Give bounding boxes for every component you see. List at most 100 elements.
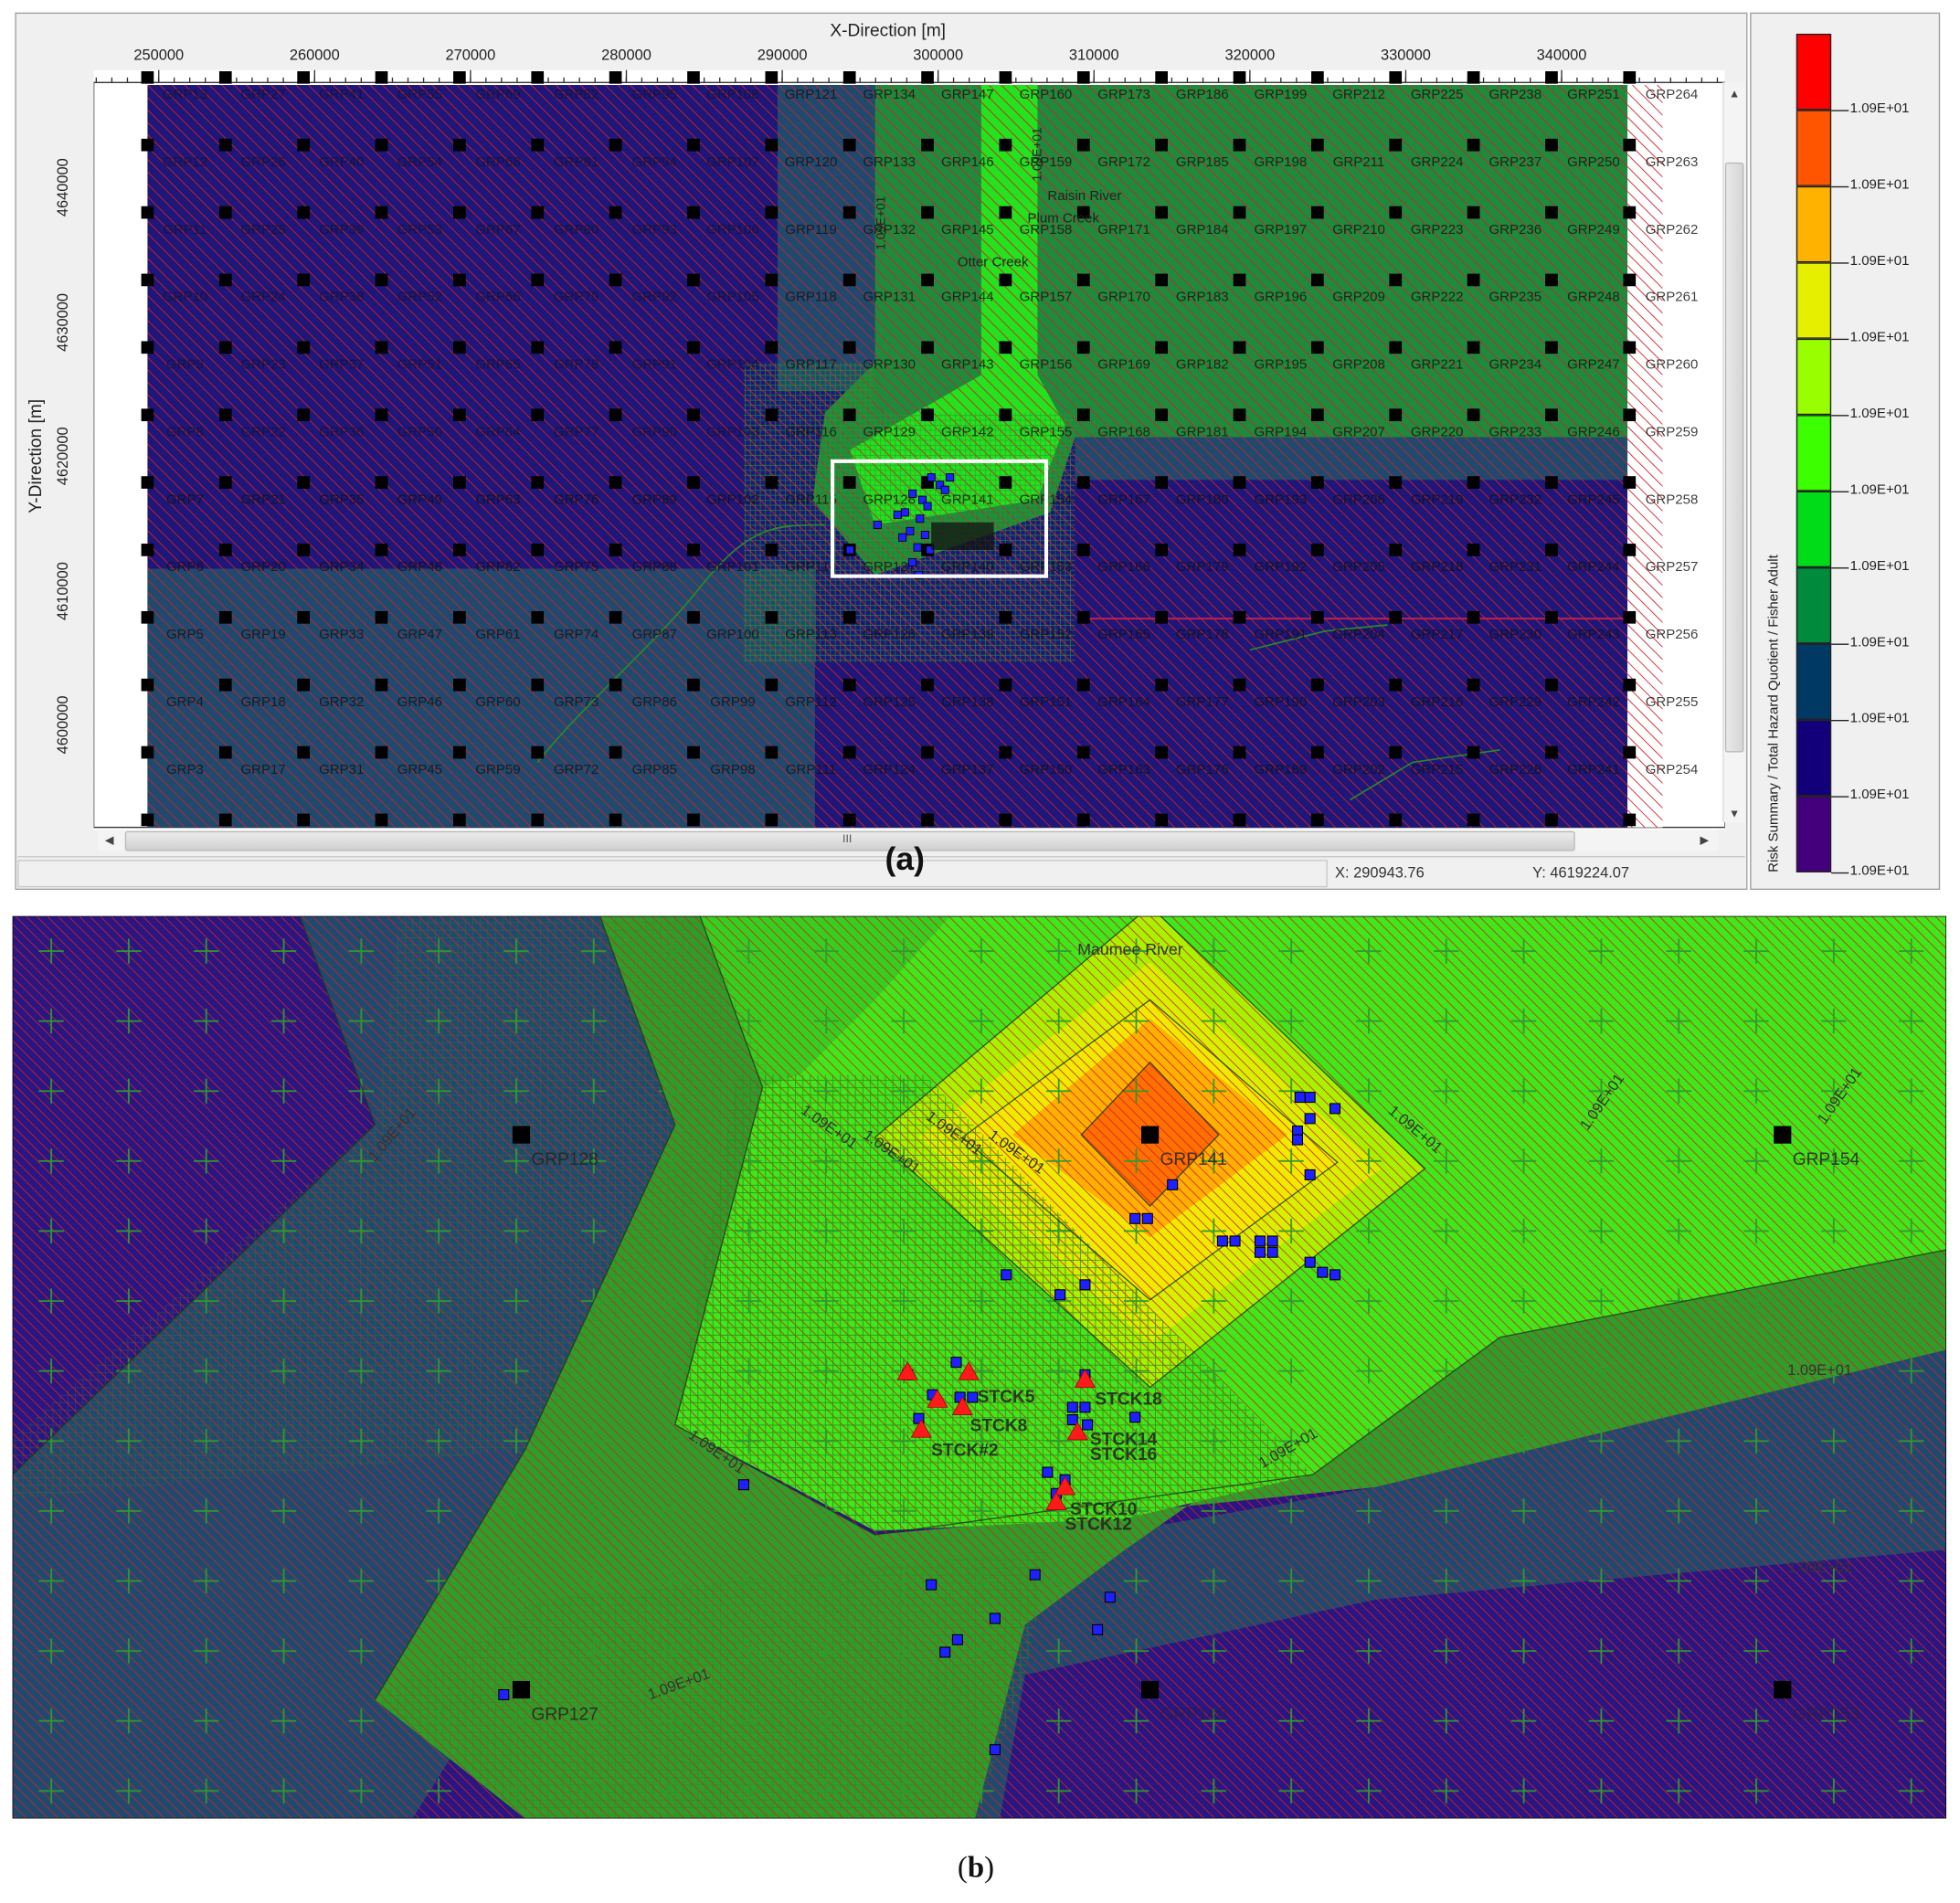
- receptor-label: GRP152: [1020, 627, 1073, 642]
- receptor-label: GRP127: [863, 559, 916, 575]
- receptor-marker: [1155, 408, 1168, 422]
- receptor-label: GRP76: [554, 492, 599, 507]
- scroll-up-arrow-icon[interactable]: ▲: [1728, 87, 1741, 100]
- receptor-marker: [1155, 206, 1168, 219]
- receptor-marker: [1233, 544, 1246, 556]
- receptor-marker: [765, 138, 779, 152]
- receptor-marker: [1545, 678, 1558, 692]
- receptor-marker: [531, 610, 545, 624]
- receptor-label: GRP249: [1567, 222, 1620, 238]
- scroll-down-arrow-icon[interactable]: ▼: [1728, 807, 1741, 820]
- y-axis-title: Y-Direction [m]: [25, 398, 46, 513]
- x-tick-label: 270000: [445, 46, 496, 64]
- receptor-marker: [375, 745, 388, 759]
- receptor-marker: [687, 206, 700, 219]
- receptor-marker: [687, 138, 700, 152]
- receptor-label: GRP59: [475, 762, 520, 777]
- receptor-marker: [141, 341, 154, 354]
- legend-tick: [1831, 872, 1849, 874]
- receptor-label: GRP202: [1332, 762, 1385, 777]
- receptor-marker: [453, 206, 466, 219]
- receptor-marker: [921, 745, 934, 759]
- receptor-label: GRP256: [1646, 627, 1699, 642]
- map-plot-panel-b[interactable]: Maumee River 1.09E+01 1.09E+01 1.09E+01 1.0…: [12, 915, 1946, 1819]
- source-marker: [498, 1688, 510, 1701]
- receptor-marker: [375, 138, 388, 152]
- source-marker: [893, 511, 902, 520]
- receptor-marker: [218, 341, 232, 354]
- receptor-label: GRP220: [1411, 424, 1464, 439]
- receptor-marker: [1389, 273, 1403, 287]
- receptor-label: GRP231: [1489, 559, 1542, 575]
- receptor-label: GRP45: [397, 762, 442, 777]
- receptor-label: GRP260: [1646, 357, 1699, 373]
- receptor-label: GRP182: [1176, 357, 1229, 373]
- receptor-marker: [1311, 273, 1324, 287]
- receptor-marker: [1233, 138, 1246, 152]
- receptor-marker: [531, 813, 545, 827]
- receptor-marker: [375, 610, 388, 624]
- source-marker: [900, 508, 909, 517]
- scroll-left-arrow-icon[interactable]: ◀: [104, 833, 114, 847]
- receptor-label: GRP22: [240, 424, 285, 439]
- receptor-label: GRP232: [1489, 492, 1542, 507]
- source-marker: [1066, 1401, 1078, 1413]
- receptor-marker: [1623, 273, 1637, 287]
- source-marker: [1029, 1569, 1041, 1581]
- receptor-marker: [218, 813, 232, 827]
- receptor-marker: [531, 544, 545, 556]
- receptor-marker: [687, 610, 700, 624]
- receptor-marker: [531, 70, 545, 84]
- vertical-scroll-thumb[interactable]: [1724, 162, 1744, 753]
- stack-marker: [951, 1396, 974, 1415]
- receptor-marker: [1545, 745, 1558, 759]
- source-marker: [1330, 1103, 1341, 1115]
- receptor-label: GRP54: [397, 154, 442, 170]
- label-maumee-river: Maumee River: [1077, 940, 1183, 958]
- receptor-label: GRP235: [1489, 290, 1542, 305]
- receptor-label: GRP224: [1411, 154, 1464, 170]
- receptor-marker: [141, 206, 154, 219]
- label-plum-creek: Plum Creek: [1027, 211, 1099, 227]
- status-bar: X: 290943.76 Y: 4619224.07: [17, 856, 1745, 888]
- receptor-label: GRP159: [1020, 154, 1073, 170]
- receptor-label: GRP68: [475, 154, 520, 170]
- receptor-marker: [999, 206, 1012, 219]
- receptor-marker: [1623, 70, 1637, 84]
- receptor-marker: [141, 544, 154, 556]
- receptor-marker: [1623, 610, 1637, 624]
- stack-marker: [1045, 1491, 1067, 1510]
- scroll-right-arrow-icon[interactable]: ▶: [1700, 833, 1709, 847]
- map-plot-panel-a[interactable]: GRP13 GRP27 GRP41 GRP55 GRP69 GRP82 GRP95 GRP10…: [93, 69, 1725, 830]
- legend-label: 1.09E+01: [1849, 482, 1910, 498]
- mesh-fine-grid: [743, 362, 1075, 663]
- legend-title: Risk Summary / Total Hazard Quotient / F…: [1765, 555, 1782, 872]
- receptor-marker: [1155, 610, 1168, 624]
- source-marker: [1104, 1591, 1116, 1603]
- source-marker: [926, 545, 935, 555]
- receptor-marker: [297, 476, 310, 489]
- receptor-marker: [1389, 408, 1403, 422]
- receptor-label: GRP204: [1332, 627, 1385, 642]
- receptor-label: GRP238: [1489, 87, 1542, 102]
- receptor-marker: [218, 476, 232, 489]
- horizontal-scroll-thumb[interactable]: [124, 830, 1575, 851]
- receptor-label: GRP37: [319, 357, 364, 373]
- receptor-label: GRP98: [710, 762, 755, 777]
- receptor-label: GRP47: [397, 627, 442, 642]
- receptor-marker: [531, 408, 545, 422]
- receptor-marker: [1467, 138, 1480, 152]
- receptor-marker: [1545, 341, 1558, 354]
- receptor-marker: [765, 206, 779, 219]
- receptor-marker: [297, 408, 310, 422]
- receptor-label: GRP132: [863, 222, 916, 238]
- receptor-label: GRP48: [397, 559, 442, 575]
- receptor-marker: [765, 610, 779, 624]
- receptor-marker: [609, 813, 622, 827]
- receptor-label: GRP118: [785, 290, 837, 305]
- receptor-label: GRP3: [166, 762, 204, 777]
- source-marker: [1254, 1246, 1266, 1258]
- receptor-label: GRP31: [319, 762, 364, 777]
- receptor-label: GRP247: [1567, 357, 1620, 373]
- receptor-marker: [531, 206, 545, 219]
